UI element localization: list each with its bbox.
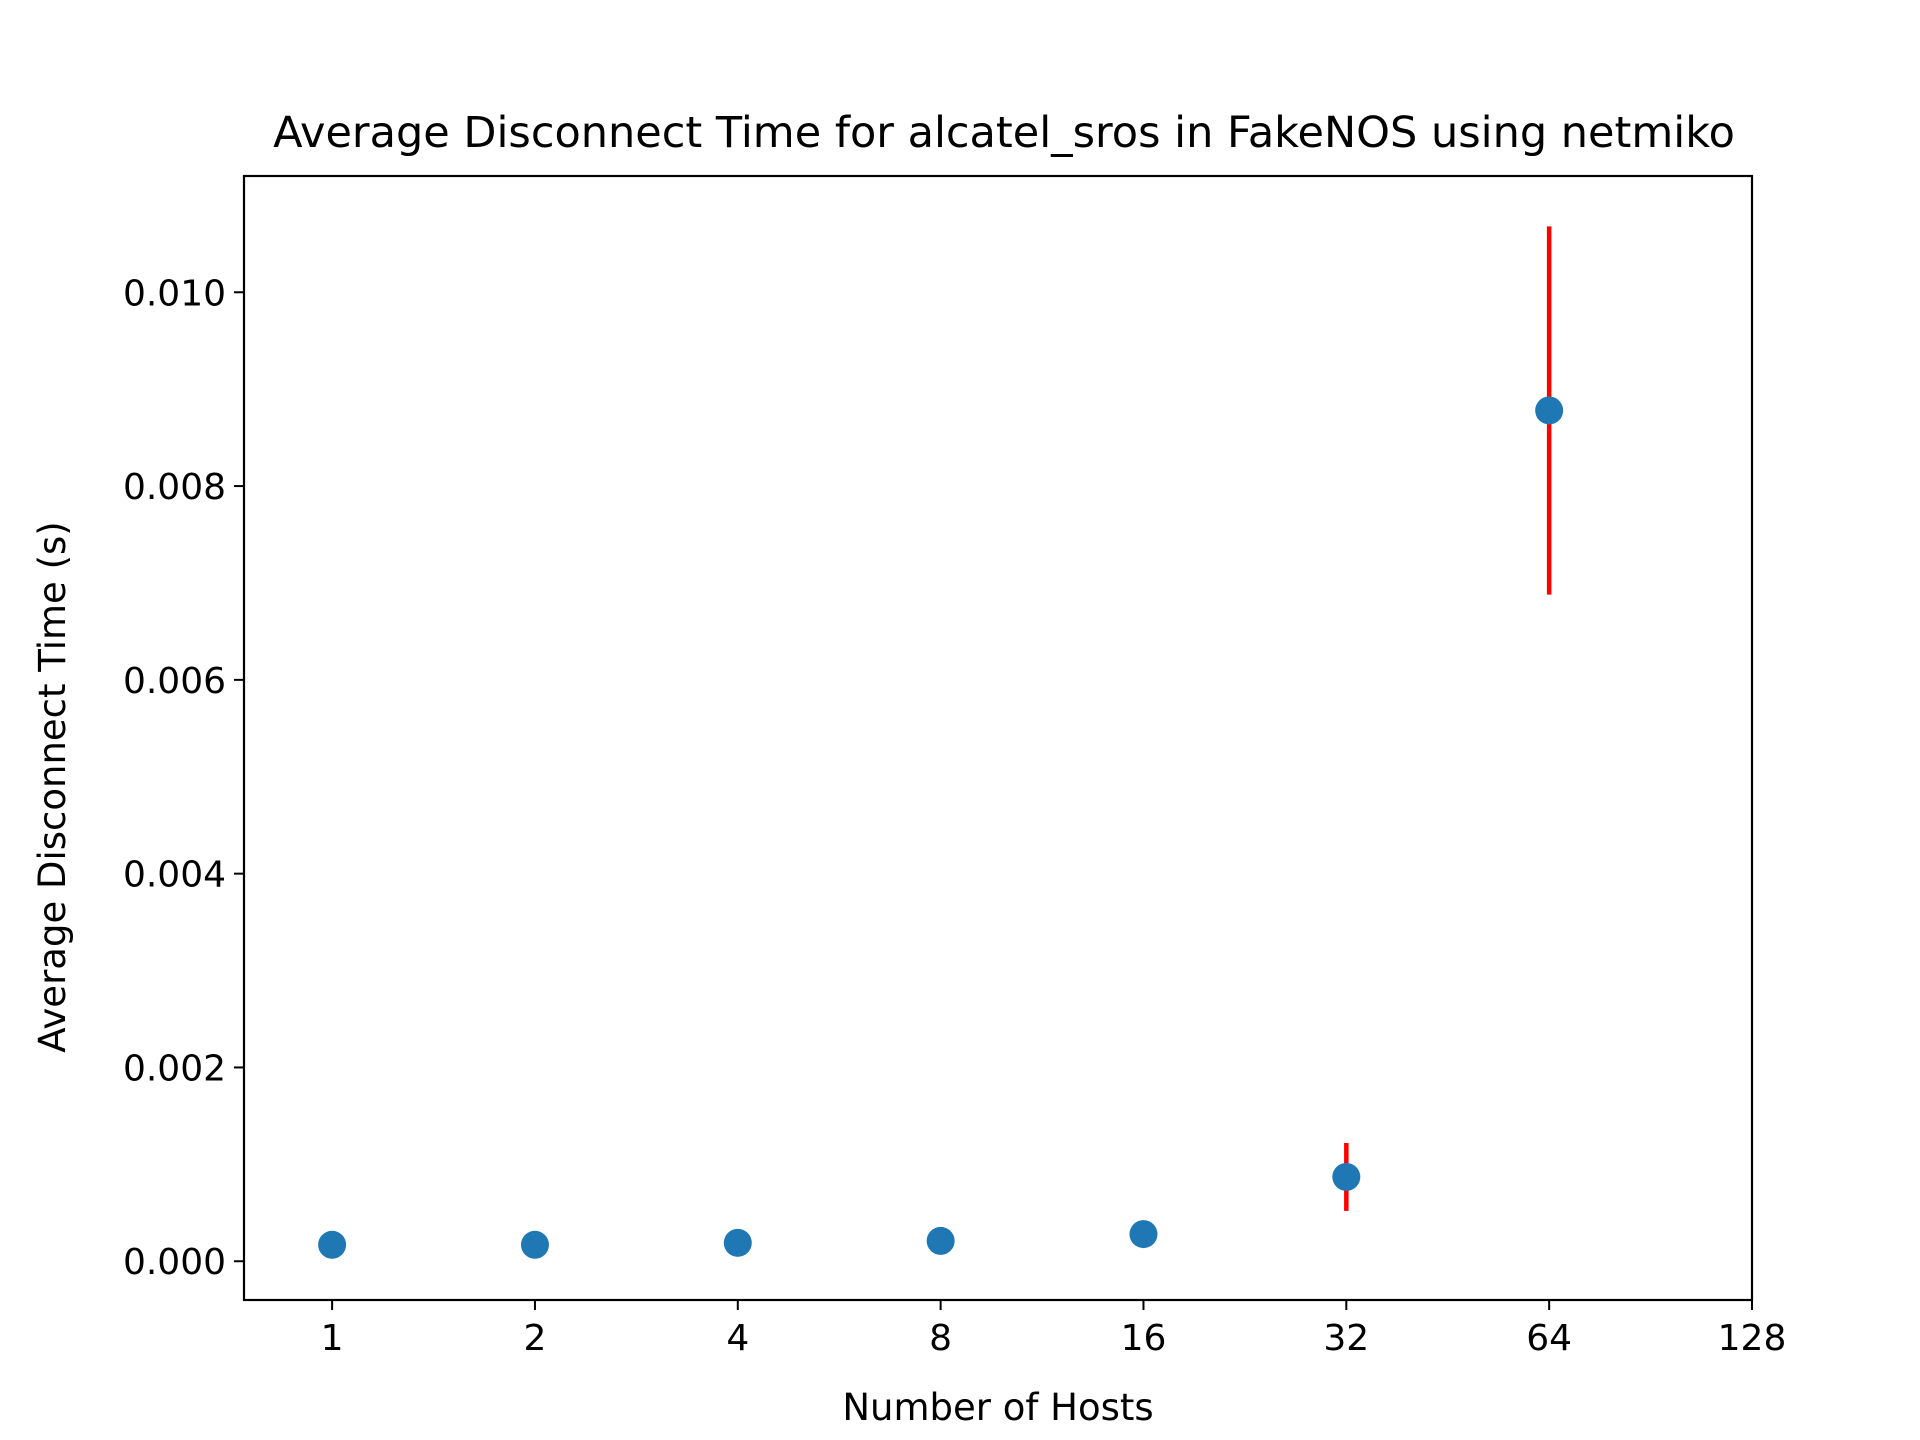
data-points	[318, 396, 1564, 1259]
y-tick-label: 0.008	[123, 467, 226, 508]
x-tick-label: 128	[1718, 1318, 1787, 1359]
data-point	[318, 1230, 347, 1259]
error-bars	[329, 226, 1552, 1246]
x-tick-label: 2	[524, 1318, 547, 1359]
y-tick-label: 0.006	[123, 661, 226, 702]
data-point	[723, 1228, 752, 1257]
x-tick-label: 64	[1526, 1318, 1572, 1359]
y-axis-ticks: 0.000 0.002 0.004 0.006 0.008 0.010	[123, 273, 244, 1283]
x-tick-label: 1	[321, 1318, 344, 1359]
data-point	[926, 1226, 955, 1255]
y-axis-label: Average Disconnect Time (s)	[31, 521, 74, 1052]
y-tick-label: 0.004	[123, 855, 226, 896]
x-tick-label: 16	[1121, 1318, 1167, 1359]
data-point	[1535, 396, 1564, 425]
x-tick-label: 32	[1323, 1318, 1369, 1359]
data-point	[1129, 1220, 1158, 1249]
y-tick-label: 0.002	[123, 1048, 226, 1089]
data-point	[520, 1230, 549, 1259]
x-axis-label: Number of Hosts	[842, 1386, 1153, 1429]
chart-title: Average Disconnect Time for alcatel_sros…	[273, 108, 1735, 158]
x-axis-ticks: 1 2 4 8 16 32 64 128	[321, 1300, 1787, 1359]
y-tick-label: 0.000	[123, 1242, 226, 1283]
y-tick-label: 0.010	[123, 273, 226, 314]
data-point	[1332, 1162, 1361, 1191]
plot-area-frame	[242, 174, 1754, 1302]
x-tick-label: 8	[929, 1318, 952, 1359]
x-tick-label: 4	[726, 1318, 749, 1359]
